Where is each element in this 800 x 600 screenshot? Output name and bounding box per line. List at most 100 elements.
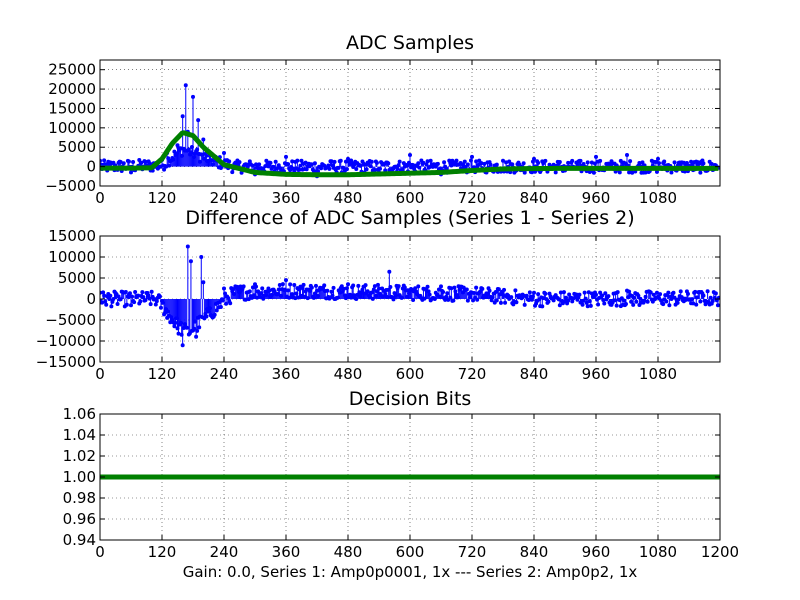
stem-marker <box>543 158 548 163</box>
x-tick-label: 240 <box>210 189 239 207</box>
stem-marker <box>710 298 715 303</box>
x-tick-label: 960 <box>582 189 611 207</box>
stem-marker <box>286 288 291 293</box>
stem-marker <box>474 285 479 290</box>
ticks: 0 120 240 360 480 600 720 840 960 1080 1200 0.94 0.9… <box>63 405 740 561</box>
stem-marker <box>713 291 718 296</box>
y-tick-label: 1.00 <box>63 468 96 486</box>
stem-marker <box>656 156 660 161</box>
stem-marker <box>286 162 291 167</box>
stem-marker <box>148 302 153 307</box>
stem-marker <box>452 285 457 290</box>
stem-marker <box>280 282 285 287</box>
stem-marker <box>277 283 282 288</box>
x-tick-label: 1080 <box>639 543 677 561</box>
stem-marker <box>470 154 474 159</box>
stem-marker <box>413 286 418 291</box>
stem-marker <box>143 159 148 164</box>
stem-marker <box>551 298 556 303</box>
stem-marker <box>462 159 467 164</box>
x-tick-label: 840 <box>520 543 549 561</box>
stem-marker <box>312 161 317 166</box>
stem-marker <box>396 284 401 289</box>
x-tick-label: 0 <box>95 189 105 207</box>
stem-marker <box>678 289 683 294</box>
stem-marker <box>178 146 183 151</box>
stem-marker <box>129 303 133 308</box>
stem-marker <box>180 343 185 348</box>
stem-marker <box>196 118 201 123</box>
stem-marker <box>664 299 669 304</box>
stem-marker <box>123 290 128 295</box>
stem-marker <box>408 152 412 157</box>
stem-marker <box>184 325 189 330</box>
ticks: 0 120 240 360 480 600 720 840 960 1080 −15000 −1000… <box>36 227 720 383</box>
y-tick-label: −15000 <box>36 353 96 371</box>
stem-marker <box>260 286 265 291</box>
stem-marker <box>709 162 714 167</box>
stem-marker <box>297 167 302 172</box>
series-stem <box>100 83 720 179</box>
stem-marker <box>375 282 380 287</box>
stem-marker <box>146 293 151 298</box>
stem-marker <box>581 161 586 166</box>
stem-marker <box>493 289 498 294</box>
stem-marker <box>387 269 392 274</box>
stem-marker <box>628 159 633 164</box>
stem-marker <box>284 154 288 159</box>
stem-marker <box>602 301 607 306</box>
stem-marker <box>369 290 374 295</box>
stem-marker <box>284 278 288 283</box>
stem-marker <box>327 166 332 171</box>
stem-marker <box>180 114 185 119</box>
stem-marker <box>124 302 129 307</box>
stem-marker <box>594 292 598 297</box>
stem-marker <box>698 170 703 175</box>
stem-marker <box>222 151 226 156</box>
stem-marker <box>220 298 225 303</box>
stem-marker <box>172 324 177 329</box>
stem-marker <box>705 289 710 294</box>
stem-marker <box>553 170 558 175</box>
stem-marker <box>561 290 566 295</box>
stem-marker <box>194 334 199 339</box>
y-tick-label: 10000 <box>48 248 96 266</box>
stem-marker <box>121 161 126 166</box>
y-tick-label: −5000 <box>45 177 96 195</box>
x-tick-label: 360 <box>272 189 301 207</box>
stem-marker <box>648 290 653 295</box>
y-tick-label: 0.98 <box>63 489 96 507</box>
stem-marker <box>136 293 141 298</box>
x-tick-label: 120 <box>148 543 177 561</box>
stem-marker <box>377 286 381 291</box>
stem-marker <box>629 299 634 304</box>
stem-marker <box>395 166 400 171</box>
stem-marker <box>212 312 217 317</box>
stem-marker <box>386 161 391 166</box>
stem-marker <box>436 287 441 292</box>
stem-marker <box>634 299 639 304</box>
stem-marker <box>502 287 507 292</box>
stem-marker <box>129 170 133 175</box>
stem-marker <box>488 162 493 167</box>
stem-marker <box>449 286 454 291</box>
stem-marker <box>364 167 369 172</box>
stem-marker <box>591 170 596 175</box>
stem-marker <box>570 158 575 163</box>
stem-marker <box>199 255 204 259</box>
stem-marker <box>504 160 509 165</box>
stem-marker <box>546 299 551 304</box>
stem-marker <box>224 301 229 306</box>
stem-marker <box>425 159 430 164</box>
stem-marker <box>301 282 306 287</box>
stem-marker <box>316 169 321 174</box>
stem-marker <box>309 162 314 167</box>
stem-marker <box>671 290 676 295</box>
stem-marker <box>378 166 383 171</box>
stem-marker <box>598 290 603 295</box>
stem-marker <box>451 298 456 303</box>
stem-marker <box>474 159 479 164</box>
series-line <box>100 130 720 178</box>
stem-marker <box>365 289 370 294</box>
chart-difference: Difference of ADC Samples (Series 1 - Se… <box>36 207 721 383</box>
